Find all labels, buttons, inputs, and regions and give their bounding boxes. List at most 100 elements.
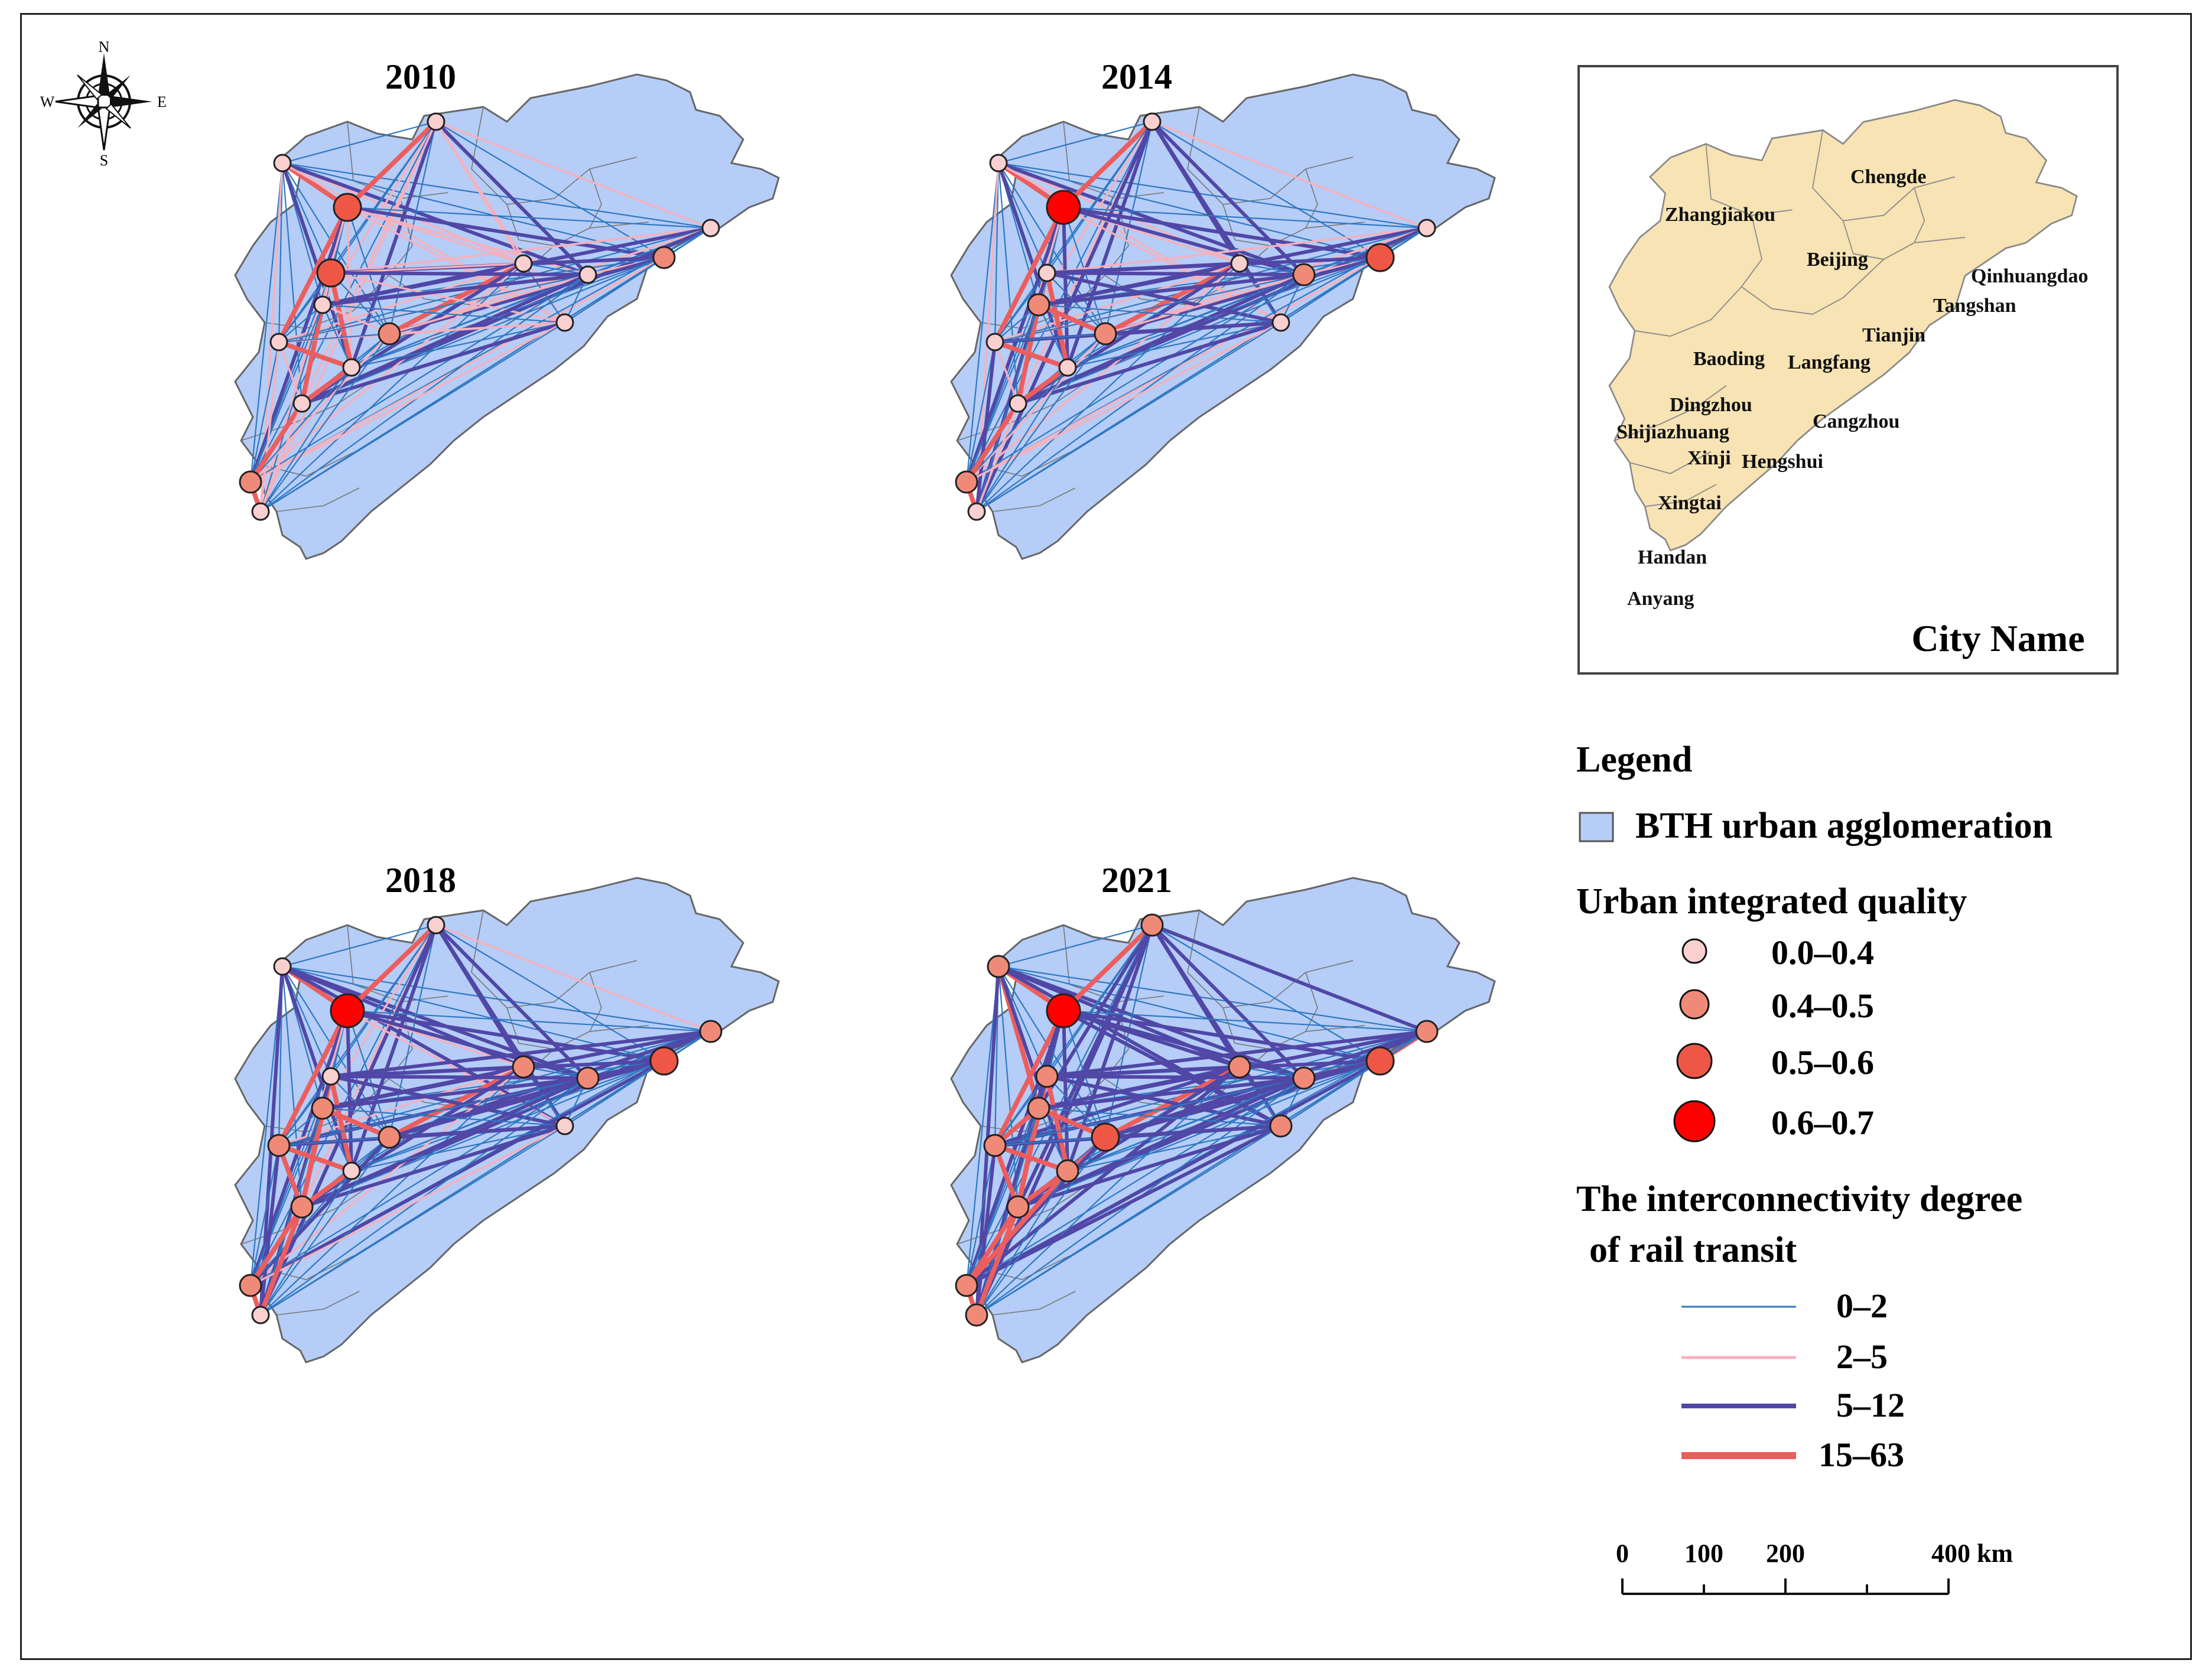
rail-link xyxy=(993,340,1070,370)
rail-link xyxy=(1037,1076,1306,1110)
legend-rail-title-line1: The interconnectivity degree xyxy=(1576,1179,2022,1219)
city-node xyxy=(1140,913,1164,937)
city-node xyxy=(965,1303,988,1327)
rail-link xyxy=(249,333,391,483)
city-node xyxy=(292,394,311,413)
rail-link xyxy=(1017,1060,1381,1208)
rail-link xyxy=(259,402,303,513)
rail-link xyxy=(321,262,525,307)
rail-link xyxy=(965,1124,1283,1287)
rail-link xyxy=(1104,1124,1283,1139)
city-label-baoding: Baoding xyxy=(1693,348,1765,370)
rail-link xyxy=(249,1144,280,1287)
rail-link xyxy=(1062,1010,1428,1033)
rail-link xyxy=(330,262,525,274)
rail-link xyxy=(997,924,1153,968)
rail-link xyxy=(975,340,997,513)
inset-boundary xyxy=(1645,484,1716,507)
legend-quality-swatch-1 xyxy=(1681,938,1707,964)
rail-link xyxy=(1151,121,1381,259)
map-panel-2018 xyxy=(234,877,780,1363)
rail-link xyxy=(964,1169,1070,1288)
rail-link xyxy=(994,162,1000,343)
city-node xyxy=(1292,1066,1316,1090)
rail-link xyxy=(278,121,437,343)
rail-link xyxy=(994,924,1153,1147)
city-label-handan: Handan xyxy=(1638,546,1707,568)
rail-link xyxy=(965,341,996,483)
city-node xyxy=(313,295,332,314)
county-boundary xyxy=(506,1007,590,1050)
legend-quality-swatch-3 xyxy=(1676,1043,1713,1079)
county-boundary xyxy=(347,121,448,199)
legend-rail-class-1: 0–2 xyxy=(1836,1287,1888,1325)
rail-link xyxy=(1061,923,1154,1013)
city-node xyxy=(514,254,533,273)
rail-link xyxy=(965,366,1069,483)
legend-rail-class-3: 5–12 xyxy=(1836,1386,1905,1424)
city-node xyxy=(1417,219,1436,237)
rail-link xyxy=(1062,1009,1283,1128)
rail-link xyxy=(994,274,1305,343)
rail-link xyxy=(994,333,1107,343)
rail-link xyxy=(435,924,712,1033)
rail-link xyxy=(321,1065,525,1110)
rail-link xyxy=(278,274,589,343)
panel-title-2014: 2014 xyxy=(1101,57,1172,96)
scale-bar: 0 100 200 400 km xyxy=(1616,1539,2013,1595)
legend-title: Legend xyxy=(1576,740,1692,780)
rail-link xyxy=(345,923,438,1013)
city-node xyxy=(290,1195,314,1219)
rail-link xyxy=(350,1125,566,1172)
city-node xyxy=(1230,254,1249,273)
city-node xyxy=(652,246,676,269)
city-node xyxy=(1027,1096,1050,1120)
rail-link xyxy=(300,321,567,405)
rail-link xyxy=(1016,273,1306,405)
rail-link xyxy=(278,1136,391,1147)
rail-link xyxy=(994,272,1048,343)
city-node xyxy=(1091,1122,1120,1152)
city-node xyxy=(512,1055,535,1079)
city-node xyxy=(342,1161,361,1180)
city-label-shijiazhuang: Shijiazhuang xyxy=(1616,421,1729,443)
legend-rail-class-2: 2–5 xyxy=(1836,1337,1888,1376)
rail-link xyxy=(1061,119,1154,210)
city-node xyxy=(378,322,401,346)
panel-title-2010: 2010 xyxy=(385,57,456,96)
city-node xyxy=(239,1274,262,1297)
rail-link xyxy=(1104,321,1283,336)
rail-link xyxy=(321,304,566,324)
city-node xyxy=(1009,394,1027,413)
rail-link xyxy=(281,121,437,164)
rail-link xyxy=(281,161,590,276)
rail-link xyxy=(320,1106,392,1140)
map-panel-2010 xyxy=(234,73,780,560)
rail-link xyxy=(330,227,712,274)
rail-link xyxy=(258,1205,304,1317)
rail-link xyxy=(1066,120,1154,369)
city-node xyxy=(649,1046,679,1076)
inset-boundary xyxy=(1772,259,1884,315)
rail-link xyxy=(1016,365,1070,406)
rail-link xyxy=(388,1124,567,1139)
panel-title-2018: 2018 xyxy=(385,861,456,900)
rail-link xyxy=(249,1009,349,1287)
legend-quality-class-3: 0.5–0.6 xyxy=(1771,1043,1874,1082)
city-label-chengde: Chengde xyxy=(1850,166,1926,188)
rail-link xyxy=(300,1076,590,1209)
legend-region-label: BTH urban agglomeration xyxy=(1635,806,2052,846)
rail-link xyxy=(1046,227,1428,274)
rail-link xyxy=(346,1009,353,1173)
county-boundary xyxy=(992,487,1076,512)
city-node xyxy=(1094,322,1117,346)
county-boundary xyxy=(992,1291,1076,1316)
rail-link xyxy=(435,121,566,324)
city-name-inset: Zhangjiakou Chengde Beijing Qinhuangdao … xyxy=(1577,65,2119,675)
legend-quality-class-1: 0.0–0.4 xyxy=(1771,933,1874,972)
rail-link xyxy=(965,333,1107,483)
rail-link xyxy=(997,965,1306,1080)
legend-region-swatch xyxy=(1579,812,1614,842)
rail-link xyxy=(1045,1075,1306,1080)
rail-link xyxy=(321,304,353,369)
